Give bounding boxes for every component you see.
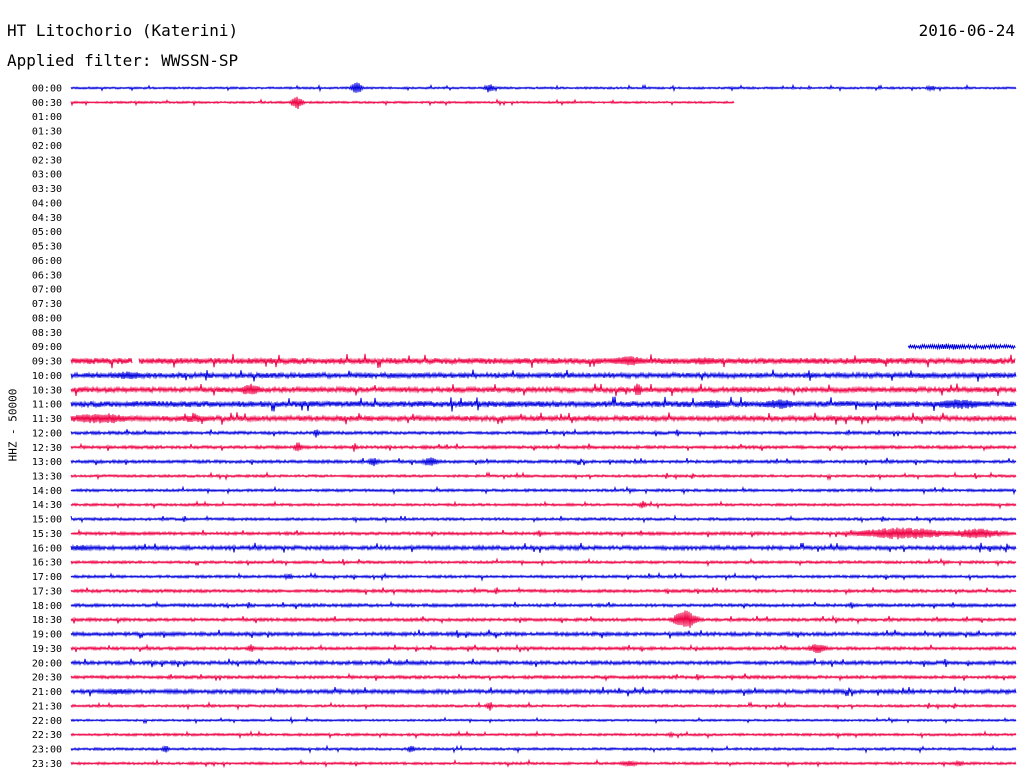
row-label-1400: 14:00 xyxy=(32,486,62,497)
trace-1400 xyxy=(70,485,1017,496)
row-label-0600: 06:00 xyxy=(32,256,62,267)
trace-1100 xyxy=(70,396,1017,412)
row-label-0430: 04:30 xyxy=(32,213,62,224)
row-label-0730: 07:30 xyxy=(32,299,62,310)
row-label-1900: 19:00 xyxy=(32,630,62,641)
trace-2200 xyxy=(70,715,1017,725)
row-label-1300: 13:00 xyxy=(32,457,62,468)
trace-1530 xyxy=(70,527,1017,540)
trace-1930 xyxy=(70,643,1017,654)
trace-1700 xyxy=(70,571,1017,582)
row-label-2300: 23:00 xyxy=(32,745,62,756)
row-label-0530: 05:30 xyxy=(32,242,62,253)
row-label-0930: 09:30 xyxy=(32,357,62,368)
row-label-2230: 22:30 xyxy=(32,730,62,741)
row-label-0500: 05:00 xyxy=(32,227,62,238)
trace-1800 xyxy=(70,600,1017,610)
row-label-2200: 22:00 xyxy=(32,716,62,727)
trace-0900 xyxy=(907,342,1016,351)
trace-1330 xyxy=(70,471,1017,481)
row-labels: 00:00 00:30 01:00 01:30 02:00 02:30 03:00 03:30… xyxy=(32,84,62,770)
trace-1500 xyxy=(70,514,1017,525)
row-label-0000: 00:00 xyxy=(32,84,62,95)
row-label-1200: 12:00 xyxy=(32,428,62,439)
trace-1730 xyxy=(70,586,1017,596)
filter-label: Applied filter: WWSSN-SP xyxy=(7,51,239,70)
trace-2100 xyxy=(70,686,1017,697)
row-label-2330: 23:30 xyxy=(32,759,62,770)
row-label-1600: 16:00 xyxy=(32,543,62,554)
row-label-1330: 13:30 xyxy=(32,471,62,482)
row-label-0300: 03:00 xyxy=(32,170,62,181)
trace-1000 xyxy=(70,369,1017,382)
trace-2000 xyxy=(70,658,1017,668)
row-label-1700: 17:00 xyxy=(32,572,62,583)
row-label-0230: 02:30 xyxy=(32,155,62,166)
trace-2130 xyxy=(70,700,1017,711)
trace-date: 2016-06-24 xyxy=(918,21,1015,40)
row-label-2030: 20:30 xyxy=(32,673,62,684)
row-label-0100: 01:00 xyxy=(32,112,62,123)
row-label-1430: 14:30 xyxy=(32,500,62,511)
trace-1630 xyxy=(70,557,1017,568)
station-title: HT Litochorio (Katerini) xyxy=(7,21,239,40)
trace-2330 xyxy=(70,758,1017,769)
row-label-1100: 11:00 xyxy=(32,400,62,411)
trace-1830 xyxy=(70,610,1017,628)
row-label-1230: 12:30 xyxy=(32,443,62,454)
trace-1230 xyxy=(70,442,1017,452)
trace-0930-part2 xyxy=(138,353,1016,369)
row-label-0030: 00:30 xyxy=(32,98,62,109)
row-label-1800: 18:00 xyxy=(32,601,62,612)
row-label-1830: 18:30 xyxy=(32,615,62,626)
row-label-0400: 04:00 xyxy=(32,198,62,209)
row-label-1930: 19:30 xyxy=(32,644,62,655)
row-label-0800: 08:00 xyxy=(32,313,62,324)
trace-1200 xyxy=(70,427,1017,438)
trace-0030 xyxy=(70,96,735,110)
row-label-1530: 15:30 xyxy=(32,529,62,540)
row-label-0200: 02:00 xyxy=(32,141,62,152)
row-label-0700: 07:00 xyxy=(32,285,62,296)
row-label-2000: 20:00 xyxy=(32,658,62,669)
trace-0000 xyxy=(70,82,1017,93)
row-label-1000: 10:00 xyxy=(32,371,62,382)
trace-2030 xyxy=(70,672,1017,682)
trace-1600 xyxy=(70,542,1017,553)
row-label-0630: 06:30 xyxy=(32,270,62,281)
row-label-1730: 17:30 xyxy=(32,586,62,597)
trace-2230 xyxy=(70,729,1017,740)
trace-1900 xyxy=(70,629,1017,639)
trace-1430 xyxy=(70,499,1017,510)
trace-1300 xyxy=(70,457,1017,467)
row-label-1500: 15:00 xyxy=(32,515,62,526)
trace-lines xyxy=(70,82,1017,769)
row-label-2130: 21:30 xyxy=(32,701,62,712)
row-label-2100: 21:00 xyxy=(32,687,62,698)
trace-1030 xyxy=(70,383,1017,397)
row-label-0900: 09:00 xyxy=(32,342,62,353)
row-label-1130: 11:30 xyxy=(32,414,62,425)
row-label-0830: 08:30 xyxy=(32,328,62,339)
trace-2300 xyxy=(70,744,1017,754)
trace-0930-part1 xyxy=(70,357,133,369)
row-label-0130: 01:30 xyxy=(32,127,62,138)
row-label-1030: 10:30 xyxy=(32,385,62,396)
trace-1130 xyxy=(70,412,1017,425)
row-label-1630: 16:30 xyxy=(32,558,62,569)
row-label-0330: 03:30 xyxy=(32,184,62,195)
